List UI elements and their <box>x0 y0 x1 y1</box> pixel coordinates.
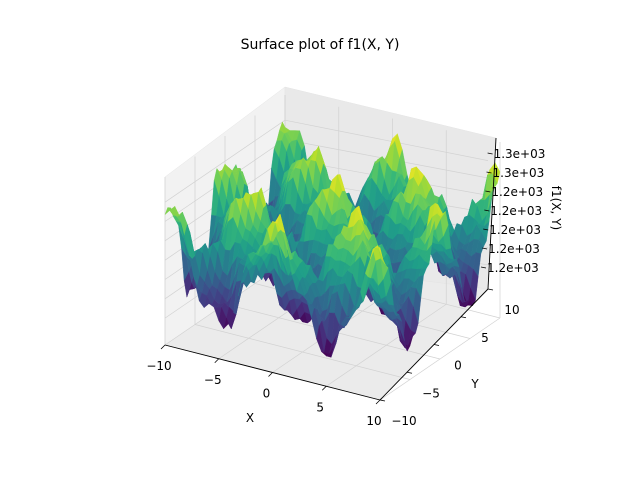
chart-title: Surface plot of f1(X, Y) <box>241 37 400 53</box>
z-axis-label: f1(X, Y) <box>549 186 563 230</box>
y-tick-label: −5 <box>422 386 440 400</box>
z-tick-label: 1.3e+03 <box>493 166 545 180</box>
x-tick-mark <box>160 344 166 350</box>
z-tick-label: 1.2e+03 <box>488 242 540 256</box>
z-tick-mark <box>486 171 492 174</box>
z-tick-label: 1.2e+03 <box>489 223 541 237</box>
z-tick-mark <box>485 190 491 193</box>
y-tick-mark <box>433 344 440 346</box>
x-tick-mark <box>214 358 220 364</box>
x-tick-label: −10 <box>146 359 171 373</box>
z-tick-label: 1.2e+03 <box>487 261 539 275</box>
x-tick-label: 5 <box>316 400 324 414</box>
x-tick-label: 10 <box>366 414 381 428</box>
y-tick-mark <box>460 316 467 319</box>
y-axis-label: Y <box>470 377 479 391</box>
z-tick-label: 1.2e+03 <box>491 185 543 199</box>
x-tick-label: −5 <box>204 373 222 387</box>
y-tick-label: 5 <box>481 331 489 345</box>
z-tick-mark <box>482 247 488 250</box>
surface-mesh <box>164 121 501 358</box>
y-tick-mark <box>379 399 386 402</box>
x-tick-mark <box>375 399 381 405</box>
x-axis-label: X <box>246 411 254 425</box>
y-axis-ticks: −10 −5 0 5 10 <box>379 288 520 428</box>
y-tick-mark <box>406 371 413 374</box>
y-tick-label: −10 <box>391 414 416 428</box>
surface-patch <box>374 245 383 259</box>
z-tick-mark <box>487 152 493 155</box>
z-axis-line <box>487 137 497 290</box>
z-tick-mark <box>483 228 489 231</box>
x-tick-mark <box>321 385 327 391</box>
y-tick-mark <box>487 288 494 291</box>
x-tick-mark <box>268 372 273 377</box>
y-tick-label: 10 <box>504 303 519 317</box>
z-tick-label: 1.2e+03 <box>490 204 542 218</box>
z-tick-label: 1.3e+03 <box>494 147 546 161</box>
x-axis-ticks: −10 −5 0 5 10 <box>146 344 382 428</box>
z-tick-mark <box>480 266 487 269</box>
y-tick-label: 0 <box>454 359 462 373</box>
x-tick-label: 0 <box>263 387 271 401</box>
z-axis-ticks: 1.2e+03 1.2e+03 1.2e+03 1.2e+03 1.2e+03 1.3e+… <box>480 147 546 275</box>
z-tick-mark <box>484 209 490 212</box>
